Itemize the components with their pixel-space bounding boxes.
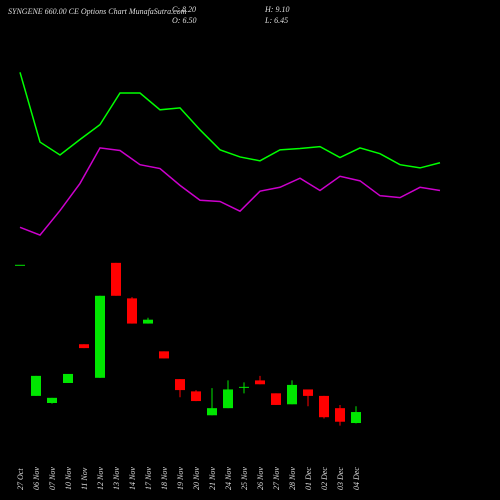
low-text: L: 6.45 bbox=[264, 16, 288, 25]
candle-body bbox=[159, 351, 169, 359]
x-tick-label: 14 Nov bbox=[128, 467, 137, 490]
x-tick-label: 06 Nov bbox=[32, 467, 41, 490]
candle-body bbox=[127, 298, 137, 324]
x-tick-label: 07 Nov bbox=[48, 467, 57, 490]
x-tick-label: 24 Nov bbox=[224, 467, 233, 490]
x-tick-label: 21 Nov bbox=[208, 467, 217, 490]
x-tick-label: 10 Nov bbox=[64, 467, 73, 490]
x-tick-label: 27 Nov bbox=[272, 467, 281, 490]
x-tick-label: 02 Dec bbox=[320, 467, 329, 490]
x-tick-label: 04 Dec bbox=[352, 467, 361, 490]
candle-body bbox=[335, 408, 345, 422]
x-tick-label: 11 Nov bbox=[80, 467, 89, 490]
candle-body bbox=[63, 373, 73, 383]
candle-body bbox=[271, 393, 281, 405]
candle-body bbox=[95, 295, 105, 378]
chart-title: SYNGENE 660.00 CE Options Chart MunafaSu… bbox=[8, 7, 187, 16]
x-tick-label: 18 Nov bbox=[160, 467, 169, 490]
candle-body bbox=[47, 397, 57, 403]
high-text: H: 9.10 bbox=[264, 5, 289, 14]
candle-body bbox=[303, 389, 313, 396]
x-tick-label: 28 Nov bbox=[288, 467, 297, 490]
candle-body bbox=[351, 412, 361, 424]
candle-body bbox=[31, 375, 41, 396]
candle-body bbox=[287, 384, 297, 405]
candle-body bbox=[111, 262, 121, 296]
close-text: C: 8.20 bbox=[172, 5, 196, 14]
candle-body bbox=[143, 319, 153, 324]
indicator-line bbox=[19, 147, 441, 236]
x-tick-label: 19 Nov bbox=[176, 467, 185, 490]
open-text: O: 6.50 bbox=[172, 16, 196, 25]
candle-body bbox=[175, 379, 185, 391]
indicator-line bbox=[19, 72, 441, 169]
x-tick-label: 17 Nov bbox=[144, 467, 153, 490]
candle-body bbox=[79, 344, 89, 349]
x-tick-label: 26 Nov bbox=[256, 467, 265, 490]
candle-body bbox=[207, 408, 217, 416]
candle-body bbox=[319, 395, 329, 418]
candle-body bbox=[239, 386, 249, 388]
x-tick-label: 12 Nov bbox=[96, 467, 105, 490]
x-tick-label: 25 Nov bbox=[240, 467, 249, 490]
x-tick-label: 13 Nov bbox=[112, 467, 121, 490]
x-tick-label: 27 Oct bbox=[16, 468, 25, 490]
x-tick-label: 01 Dec bbox=[304, 467, 313, 490]
candle-body bbox=[191, 391, 201, 402]
candle-body bbox=[15, 264, 25, 266]
candle-body bbox=[223, 389, 233, 409]
x-tick-label: 03 Dec bbox=[336, 467, 345, 490]
x-tick-label: 20 Nov bbox=[192, 467, 201, 490]
candle-body bbox=[255, 380, 265, 385]
